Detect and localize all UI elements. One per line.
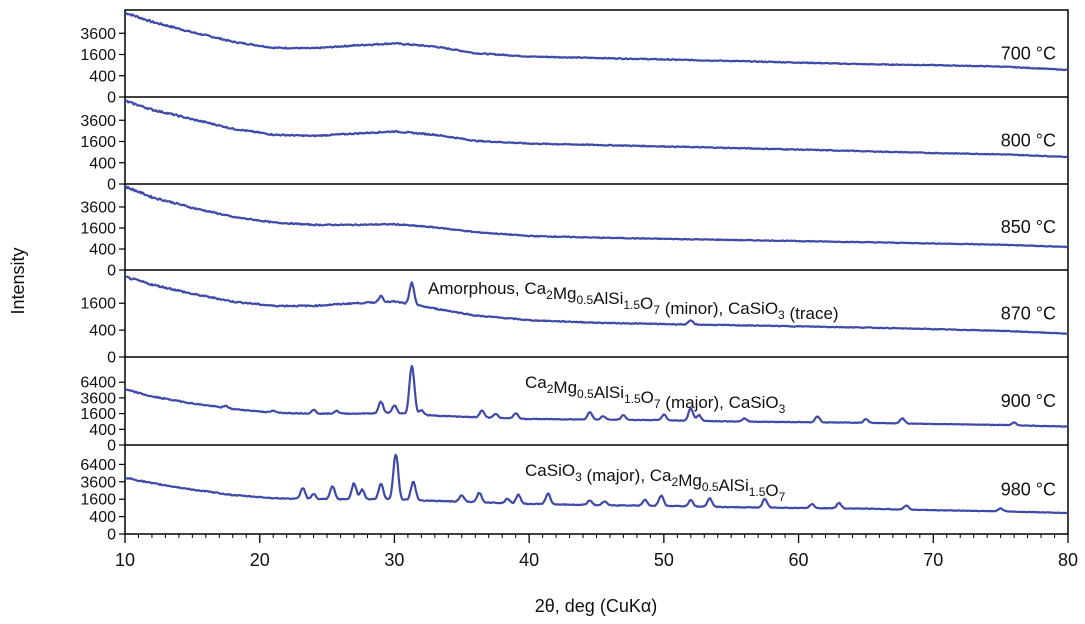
x-tick-label: 20 xyxy=(250,550,270,570)
y-tick-label: 400 xyxy=(89,323,116,340)
x-tick-label: 60 xyxy=(789,550,809,570)
plot-frame xyxy=(124,9,1069,535)
y-tick-label: 400 xyxy=(89,509,116,526)
panel-1: 0 400 1600 3600 700 °C xyxy=(80,11,1069,107)
xrd-trace xyxy=(124,275,1069,335)
y-tick-label: 3600 xyxy=(80,113,116,130)
y-tick-label: 0 xyxy=(107,177,116,194)
temperature-label: 980 °C xyxy=(1001,480,1056,500)
xrd-trace xyxy=(124,185,1069,249)
phase-annotation: Ca2Mg0.5AlSi1.5O7 (major), CaSiO3 xyxy=(525,373,786,416)
y-tick-label: 1600 xyxy=(80,406,116,423)
temperature-label: 900 °C xyxy=(1001,391,1056,411)
y-tick-label: 400 xyxy=(89,68,116,85)
x-tick-label: 50 xyxy=(654,550,674,570)
panel-2: 0 400 1600 3600 800 °C xyxy=(80,99,1069,194)
xrd-trace xyxy=(124,364,1069,428)
x-tick-label: 30 xyxy=(384,550,404,570)
y-tick-label: 1600 xyxy=(80,296,116,313)
panel-3: 0 400 1600 3600 850 °C xyxy=(80,185,1069,280)
y-tick-label: 0 xyxy=(107,350,116,367)
y-tick-label: 1600 xyxy=(80,492,116,509)
x-axis-title: 2θ, deg (CuKα) xyxy=(535,596,657,616)
y-tick-label: 3600 xyxy=(80,200,116,217)
temperature-label: 700 °C xyxy=(1001,44,1056,64)
y-tick-label: 400 xyxy=(89,155,116,172)
y-tick-label: 400 xyxy=(89,422,116,439)
y-tick-label: 0 xyxy=(107,263,116,280)
y-tick-label: 3600 xyxy=(80,474,116,491)
panel-4: 0 400 1600 870 °C Amorphous, Ca2Mg0.5AlSi1.5… xyxy=(80,275,1069,367)
y-tick-label: 6400 xyxy=(80,375,116,392)
temperature-label: 870 °C xyxy=(1001,304,1056,324)
y-tick-label: 1600 xyxy=(80,221,116,238)
y-tick-label: 3600 xyxy=(80,390,116,407)
x-tick-label: 10 xyxy=(115,550,135,570)
xrd-trace xyxy=(124,99,1069,159)
y-tick-label: 1600 xyxy=(80,47,116,64)
xrd-trace xyxy=(124,11,1069,72)
temperature-label: 850 °C xyxy=(1001,217,1056,237)
y-tick-label: 0 xyxy=(107,90,116,107)
y-tick-label: 6400 xyxy=(80,457,116,474)
y-tick-label: 3600 xyxy=(80,26,116,43)
phase-annotation: CaSiO3 (major), Ca2Mg0.5AlSi1.5O7 xyxy=(525,461,786,504)
x-tick-label: 40 xyxy=(519,550,539,570)
y-tick-label: 1600 xyxy=(80,134,116,151)
x-tick-label: 80 xyxy=(1058,550,1078,570)
y-tick-label: 0 xyxy=(107,438,116,455)
x-axis: 10 20 30 40 50 60 70 80 xyxy=(115,534,1078,570)
phase-annotation: Amorphous, Ca2Mg0.5AlSi1.5O7 (minor), Ca… xyxy=(428,279,839,323)
y-axis-title: Intensity xyxy=(8,247,28,314)
temperature-label: 800 °C xyxy=(1001,131,1056,151)
xrd-trace xyxy=(124,453,1069,515)
y-tick-label: 0 xyxy=(107,527,116,544)
x-tick-label: 70 xyxy=(923,550,943,570)
y-tick-label: 400 xyxy=(89,242,116,259)
